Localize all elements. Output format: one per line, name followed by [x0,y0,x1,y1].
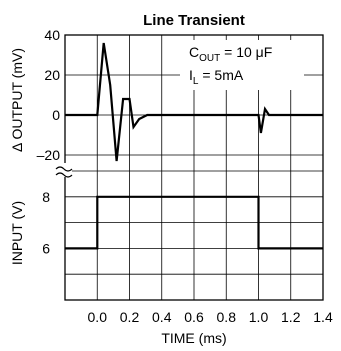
x-tick-label: 0.8 [217,309,237,325]
x-tick-label: 1.2 [281,309,301,325]
input-series-line [65,195,323,250]
x-tick-label: 1.0 [249,309,269,325]
chart-title: Line Transient [143,12,245,29]
annotation-il: IL = 5mA [189,67,244,87]
x-tick-label: 0.4 [152,309,172,325]
x-tick-label: 0.6 [184,309,204,325]
x-tick-label: 1.4 [313,309,333,325]
bottom-panel-ticks: 68 [42,189,50,257]
x-tick-labels: 0.0 0.2 0.4 0.6 0.8 1.0 1.2 1.4 [88,309,333,325]
annotation-box: COUT = 10 μF IL = 5mA [180,40,304,90]
y-tick-label: 8 [42,189,50,205]
axis-break-mark [55,163,73,178]
y-tick-label: 40 [44,27,60,43]
annotation-cout: COUT = 10 μF [189,44,272,64]
y-tick-label: –20 [37,147,61,163]
y-tick-label: 0 [52,107,60,123]
x-tick-label: 0.0 [88,309,108,325]
y-tick-label: 20 [44,67,60,83]
output-series-line [65,42,323,162]
top-y-axis-label: Δ OUTPUT (mV) [9,48,25,152]
top-panel-ticks: –20 0 20 40 [37,27,61,163]
y-tick-label: 6 [42,240,50,256]
x-axis-label: TIME (ms) [161,330,226,346]
bottom-y-axis-label: INPUT (V) [9,201,25,265]
x-tick-label: 0.2 [120,309,140,325]
